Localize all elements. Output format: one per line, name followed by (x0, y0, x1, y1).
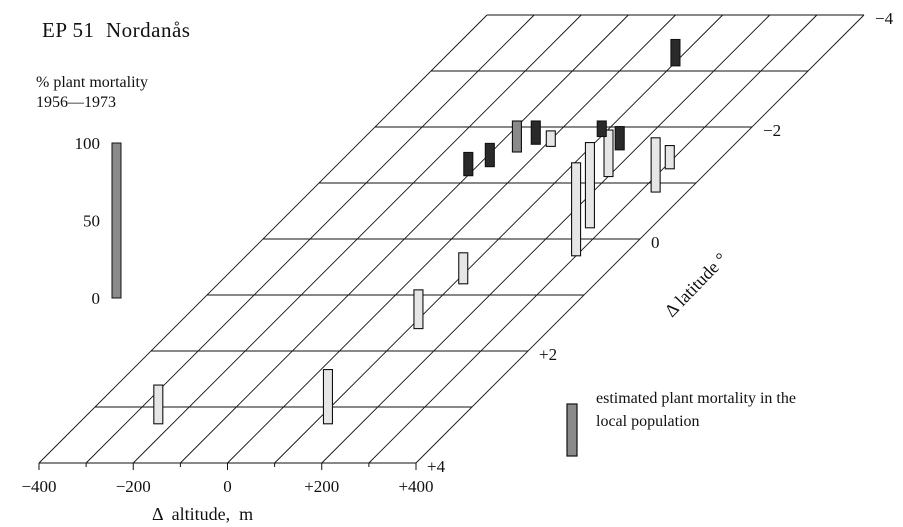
x-tick-label: +200 (304, 477, 339, 496)
mortality-bar (571, 162, 582, 257)
mortality-bar (463, 151, 474, 177)
mortality-bar (545, 130, 556, 147)
mortality-bars (153, 38, 681, 425)
mortality-bar (596, 120, 607, 138)
mortality-bar (664, 145, 675, 170)
chart-subtitle-metric: % plant mortality (36, 74, 148, 91)
mortality-bar (413, 289, 424, 330)
y-tick-label: −4 (875, 9, 894, 28)
chart-subtitle-period: 1956—1973 (36, 94, 116, 111)
mortality-bar (484, 142, 495, 168)
z-tick-label: 0 (92, 289, 101, 308)
y-tick-label: −2 (763, 121, 781, 140)
legend-swatch (566, 403, 578, 457)
x-tick-label: −400 (21, 477, 56, 496)
x-tick-label: +400 (398, 477, 433, 496)
x-tick-label: −200 (116, 477, 151, 496)
mortality-bar (322, 368, 334, 425)
z-scale-bar (111, 142, 122, 299)
y-tick-label: +2 (539, 345, 557, 364)
mortality-bar (603, 129, 614, 178)
legend-swatch-group (566, 403, 578, 457)
z-tick-label: 100 (75, 134, 101, 153)
mortality-bar (511, 120, 522, 153)
z-tick-label: 50 (83, 212, 100, 231)
x-axis-label: Δ altitude, m (152, 504, 254, 524)
legend-label: estimated plant mortality in the local p… (596, 390, 796, 430)
mortality-bar (153, 384, 164, 425)
mortality-bar (614, 126, 625, 151)
mortality-bar (650, 137, 661, 193)
x-tick-label: 0 (223, 477, 232, 496)
y-tick-label: 0 (651, 233, 660, 252)
mortality-bar (584, 142, 595, 229)
mortality-bar (458, 252, 469, 285)
mortality-bar (530, 120, 541, 145)
y-axis-label: Δ latitude ° (660, 249, 730, 321)
y-tick-label: +4 (427, 457, 446, 476)
chart-title: EP 51 Nordanås (42, 18, 191, 42)
mortality-bar (670, 38, 681, 67)
